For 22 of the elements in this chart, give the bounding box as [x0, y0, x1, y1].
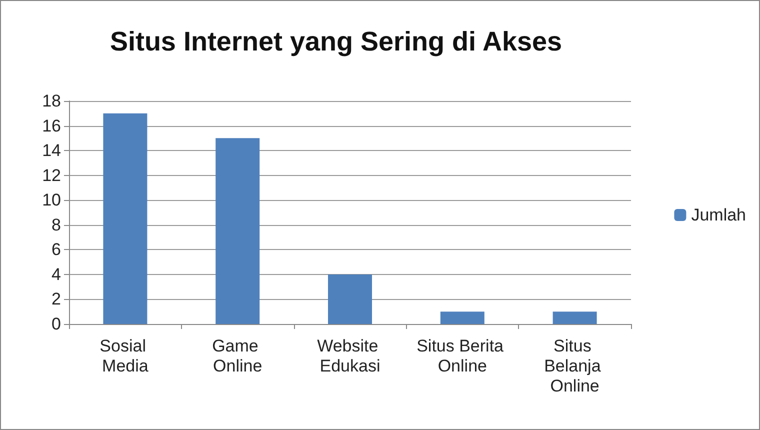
bar: [328, 274, 372, 324]
y-tick-label: 12: [42, 166, 61, 185]
x-tick-label: Situs Berita Online: [416, 336, 508, 376]
y-tick-label: 16: [42, 116, 61, 136]
x-tick-label: Game Online: [212, 336, 264, 376]
y-tick-label: 2: [52, 290, 61, 309]
bar: [103, 113, 148, 324]
y-tick-label: 6: [52, 240, 61, 260]
y-tick-label: 0: [52, 314, 61, 334]
y-tick-label: 8: [52, 215, 61, 234]
legend-label: Jumlah: [691, 206, 746, 224]
y-tick-label: 14: [42, 141, 61, 160]
y-tick-label: 10: [42, 190, 61, 210]
bar: [552, 312, 597, 324]
y-tick-label: 4: [52, 264, 61, 284]
chart-title: Situs Internet yang Sering di Akses: [110, 26, 562, 56]
y-tick-label: 18: [42, 92, 61, 110]
bar: [440, 312, 484, 324]
x-tick-label: Website Edukasi: [317, 336, 383, 376]
bar: [216, 138, 260, 324]
x-tick-label: Situs Belanja Online: [544, 336, 606, 396]
x-tick-label: Sosial Media: [100, 336, 151, 376]
